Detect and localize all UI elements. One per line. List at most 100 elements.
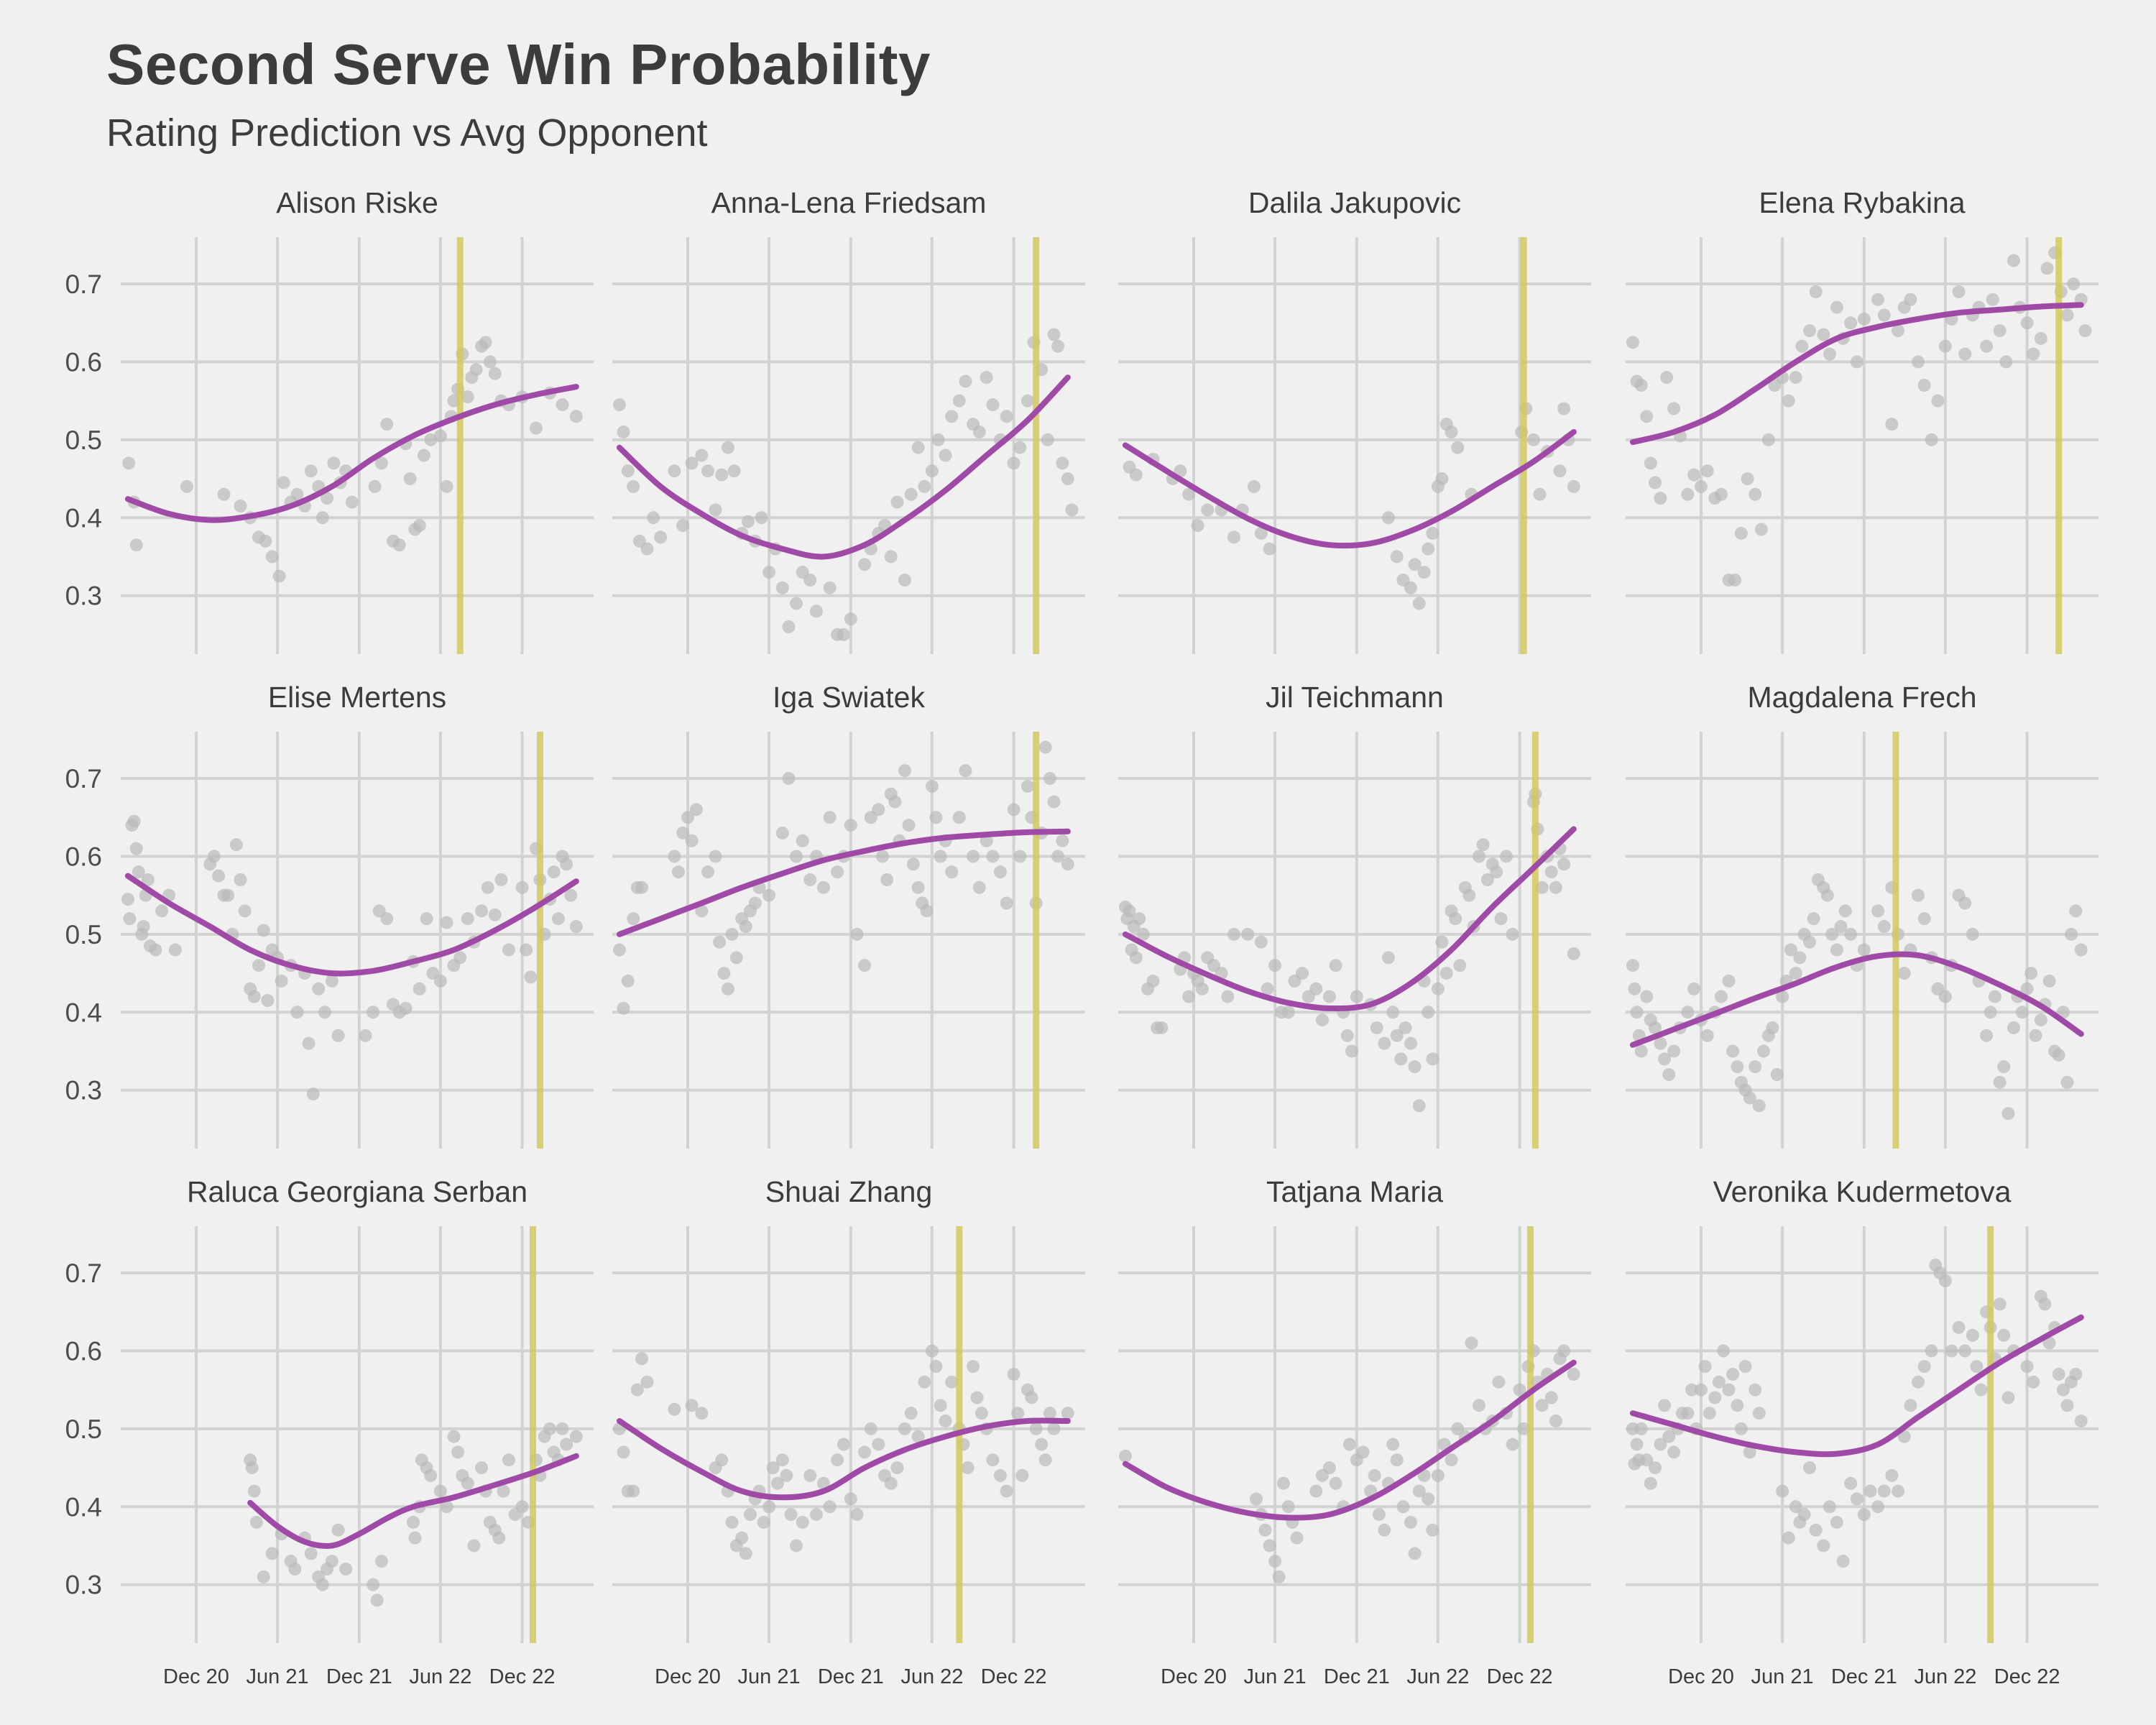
data-point bbox=[1386, 1006, 1400, 1019]
data-point bbox=[1640, 410, 1654, 423]
data-point bbox=[945, 410, 959, 423]
data-point bbox=[1749, 1060, 1762, 1074]
data-point bbox=[1681, 1407, 1695, 1420]
data-point bbox=[1473, 850, 1486, 863]
data-point bbox=[1817, 328, 1830, 341]
data-point bbox=[1129, 468, 1143, 482]
trend-line bbox=[1629, 302, 2084, 446]
data-point bbox=[729, 951, 743, 965]
data-point bbox=[1970, 1360, 1984, 1374]
data-point bbox=[1834, 920, 1848, 934]
data-point bbox=[715, 1453, 729, 1467]
data-point bbox=[461, 912, 474, 926]
data-point bbox=[1047, 328, 1061, 341]
panel-title: Iga Swiatek bbox=[773, 681, 925, 714]
data-point bbox=[1431, 1468, 1445, 1482]
data-point bbox=[252, 959, 265, 972]
panel-title: Tatjana Maria bbox=[1266, 1175, 1443, 1208]
data-point bbox=[1952, 285, 1966, 298]
data-point bbox=[850, 1508, 864, 1522]
data-point bbox=[2038, 1297, 2052, 1311]
data-point bbox=[640, 542, 654, 556]
data-point bbox=[1662, 1430, 1676, 1443]
x-tick-label: Dec 21 bbox=[818, 1665, 884, 1688]
data-point bbox=[212, 869, 226, 883]
data-point bbox=[1390, 1453, 1404, 1467]
data-point bbox=[1917, 912, 1931, 926]
data-point bbox=[880, 873, 894, 886]
data-point bbox=[709, 503, 722, 517]
data-point bbox=[1807, 912, 1820, 926]
data-point bbox=[850, 927, 864, 941]
data-point bbox=[1728, 574, 1742, 587]
data-point bbox=[2056, 1383, 2070, 1397]
data-point bbox=[1221, 990, 1235, 1003]
data-point bbox=[993, 1468, 1007, 1482]
data-point bbox=[934, 1399, 947, 1412]
data-point bbox=[695, 904, 709, 918]
x-tick-label: Dec 22 bbox=[1487, 1665, 1553, 1688]
data-point bbox=[1958, 896, 1972, 910]
data-point bbox=[1426, 1052, 1439, 1066]
data-point bbox=[1396, 1500, 1410, 1514]
data-point bbox=[1911, 1375, 1925, 1389]
data-point bbox=[1681, 487, 1695, 501]
data-point bbox=[782, 772, 796, 786]
data-point bbox=[406, 1515, 420, 1529]
data-point bbox=[234, 500, 247, 513]
data-point bbox=[681, 811, 695, 824]
data-point bbox=[1649, 1021, 1662, 1034]
data-point bbox=[1789, 1500, 1802, 1514]
data-point bbox=[1462, 888, 1476, 902]
data-point bbox=[420, 912, 433, 926]
data-point bbox=[1422, 542, 1435, 556]
data-point bbox=[727, 464, 741, 478]
data-point bbox=[2074, 1414, 2088, 1428]
data-point bbox=[701, 464, 714, 478]
data-point bbox=[207, 850, 221, 863]
data-point bbox=[1630, 1006, 1644, 1019]
data-point bbox=[1857, 312, 1871, 326]
data-point bbox=[234, 873, 247, 886]
data-point bbox=[1431, 982, 1445, 995]
data-point bbox=[1825, 927, 1839, 941]
data-point bbox=[1506, 1438, 1519, 1451]
data-point bbox=[1649, 476, 1662, 489]
data-point bbox=[1698, 1360, 1712, 1374]
data-point bbox=[1492, 1375, 1506, 1389]
data-point bbox=[1356, 1445, 1370, 1459]
data-point bbox=[1399, 1021, 1412, 1034]
data-point bbox=[2060, 1399, 2074, 1412]
data-point bbox=[1422, 1492, 1435, 1506]
data-point bbox=[155, 904, 169, 918]
data-point bbox=[959, 374, 972, 388]
data-point bbox=[816, 880, 830, 894]
data-point bbox=[1015, 1468, 1029, 1482]
data-point bbox=[780, 1468, 793, 1482]
data-point bbox=[290, 487, 304, 501]
x-tick-label: Jun 22 bbox=[409, 1665, 471, 1688]
panel-title: Shuai Zhang bbox=[765, 1175, 933, 1208]
panel-title: Dalila Jakupovic bbox=[1248, 186, 1461, 219]
data-point bbox=[1426, 1523, 1439, 1537]
data-point bbox=[547, 865, 561, 879]
x-tick-label: Jun 22 bbox=[900, 1665, 963, 1688]
data-point bbox=[654, 530, 668, 544]
data-point bbox=[1766, 1021, 1779, 1034]
x-tick-label: Dec 22 bbox=[489, 1665, 556, 1688]
data-point bbox=[823, 811, 837, 824]
data-point bbox=[1136, 927, 1150, 941]
x-tick-label: Dec 21 bbox=[326, 1665, 392, 1688]
data-point bbox=[945, 1375, 959, 1389]
data-point bbox=[1268, 1555, 1282, 1568]
data-point bbox=[339, 1563, 353, 1576]
data-point bbox=[898, 764, 911, 778]
data-point bbox=[640, 1375, 654, 1389]
data-point bbox=[2007, 254, 2020, 267]
data-point bbox=[1350, 990, 1363, 1003]
data-point bbox=[1322, 1461, 1336, 1475]
data-point bbox=[809, 604, 823, 618]
data-point bbox=[433, 429, 447, 443]
data-point bbox=[1756, 1044, 1770, 1058]
